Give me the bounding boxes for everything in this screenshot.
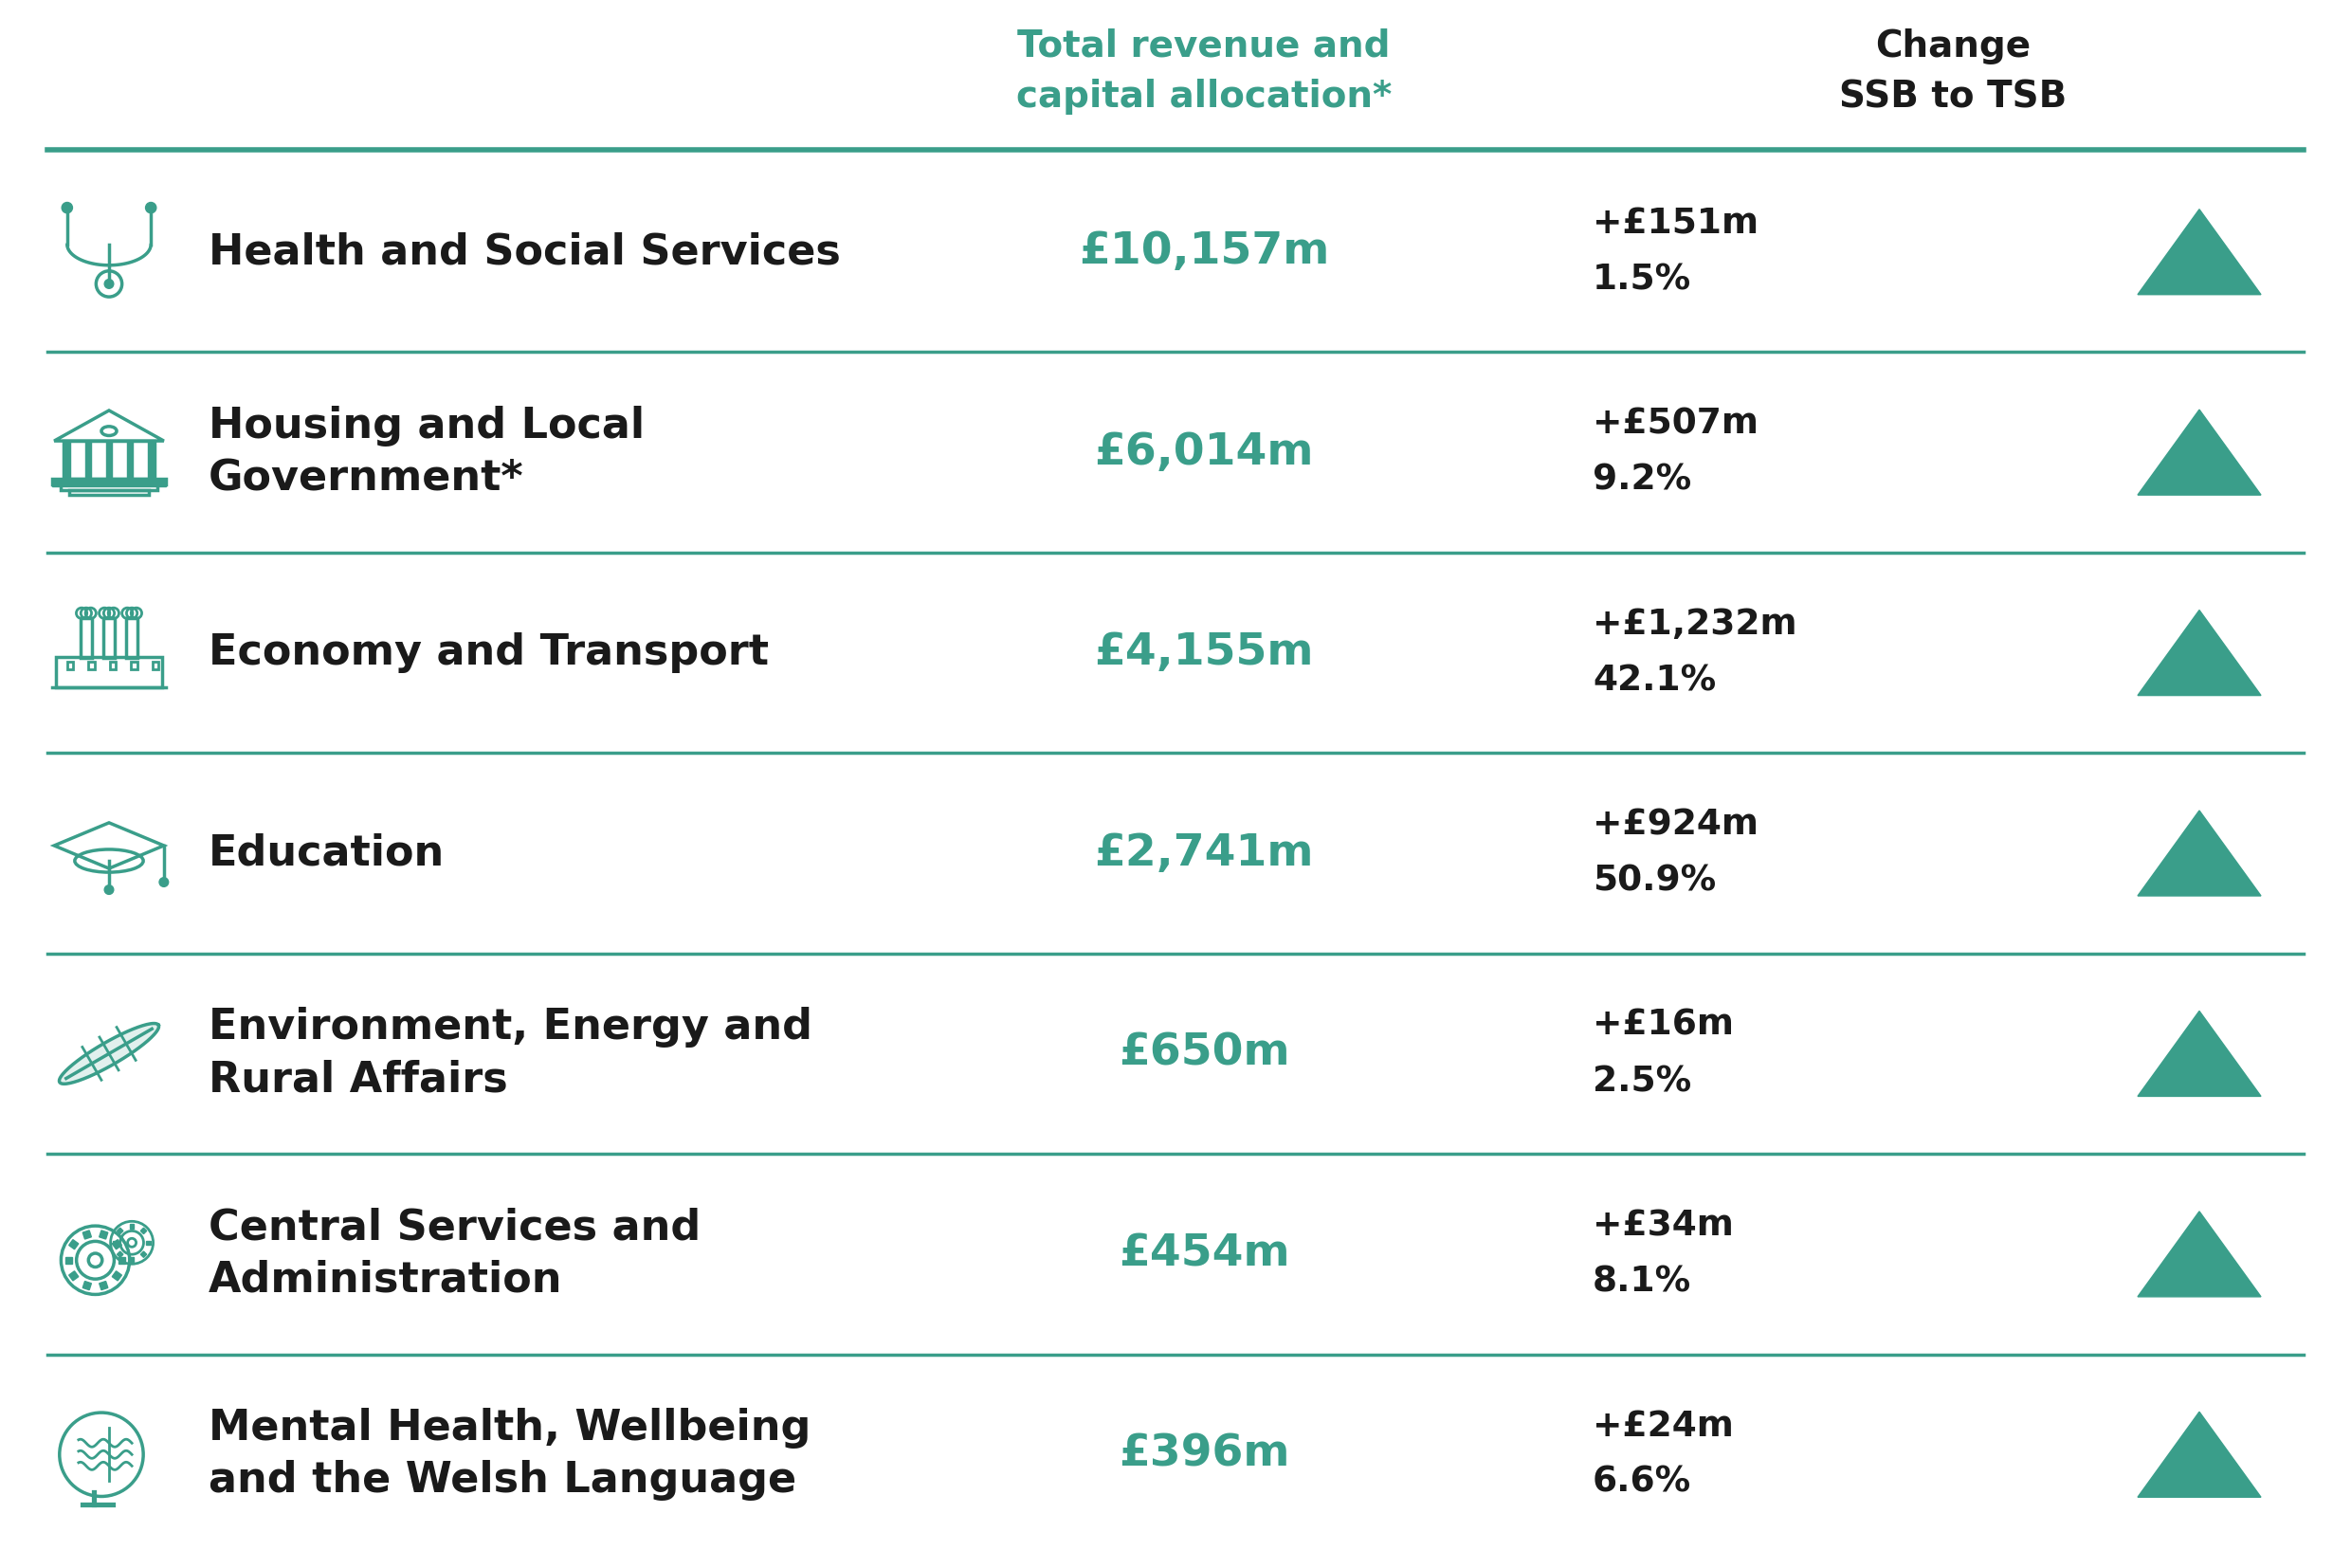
- Bar: [141, 1251, 146, 1258]
- Bar: [82, 1231, 92, 1239]
- Circle shape: [61, 202, 73, 213]
- Circle shape: [103, 279, 113, 289]
- Text: +£34m: +£34m: [1592, 1209, 1733, 1243]
- Text: Economy and Transport: Economy and Transport: [209, 632, 769, 673]
- Text: +£1,232m: +£1,232m: [1592, 608, 1796, 641]
- Polygon shape: [2137, 1011, 2262, 1096]
- Bar: [68, 662, 73, 670]
- Bar: [129, 1225, 134, 1228]
- Text: Environment, Energy and
Rural Affairs: Environment, Energy and Rural Affairs: [209, 1007, 813, 1101]
- Bar: [113, 1272, 122, 1281]
- Text: +£24m: +£24m: [1592, 1410, 1733, 1444]
- Text: £6,014m: £6,014m: [1093, 431, 1314, 474]
- Bar: [132, 662, 136, 670]
- Text: Education: Education: [209, 833, 444, 873]
- Bar: [118, 1251, 122, 1258]
- Polygon shape: [2137, 1212, 2262, 1297]
- Bar: [68, 1240, 78, 1250]
- Text: 50.9%: 50.9%: [1592, 864, 1716, 898]
- Polygon shape: [2137, 1411, 2262, 1497]
- Text: Central Services and
Administration: Central Services and Administration: [209, 1207, 701, 1300]
- Text: Mental Health, Wellbeing
and the Welsh Language: Mental Health, Wellbeing and the Welsh L…: [209, 1408, 811, 1501]
- Text: 8.1%: 8.1%: [1592, 1265, 1690, 1300]
- Bar: [141, 1228, 146, 1234]
- Polygon shape: [2137, 409, 2262, 495]
- Text: £4,155m: £4,155m: [1093, 632, 1314, 674]
- Bar: [82, 1281, 92, 1290]
- Bar: [127, 618, 136, 659]
- Polygon shape: [59, 1024, 160, 1083]
- Text: Housing and Local
Government*: Housing and Local Government*: [209, 406, 644, 499]
- Bar: [103, 618, 115, 659]
- Text: 1.5%: 1.5%: [1592, 263, 1690, 296]
- Bar: [113, 1240, 122, 1250]
- Bar: [52, 478, 167, 485]
- Text: £650m: £650m: [1119, 1032, 1291, 1076]
- Bar: [146, 1240, 150, 1245]
- Text: 9.2%: 9.2%: [1592, 463, 1690, 497]
- Text: +£16m: +£16m: [1592, 1008, 1735, 1043]
- Bar: [99, 1231, 108, 1239]
- Bar: [89, 662, 94, 670]
- Bar: [106, 441, 113, 478]
- Bar: [129, 1258, 134, 1261]
- Text: 6.6%: 6.6%: [1592, 1466, 1690, 1499]
- Polygon shape: [2137, 610, 2262, 696]
- Text: £454m: £454m: [1119, 1232, 1291, 1275]
- Bar: [110, 662, 115, 670]
- Polygon shape: [2137, 209, 2262, 295]
- Bar: [68, 1272, 78, 1281]
- Text: Change
SSB to TSB: Change SSB to TSB: [1838, 28, 2067, 114]
- Bar: [127, 441, 134, 478]
- Bar: [99, 1281, 108, 1290]
- Circle shape: [103, 886, 113, 894]
- Polygon shape: [2137, 811, 2262, 895]
- Bar: [68, 489, 148, 495]
- Bar: [113, 1240, 118, 1245]
- Bar: [61, 485, 158, 489]
- Bar: [85, 441, 92, 478]
- Bar: [118, 1256, 125, 1264]
- Bar: [52, 478, 167, 486]
- Text: £10,157m: £10,157m: [1079, 230, 1328, 273]
- Bar: [118, 1228, 122, 1234]
- Bar: [63, 441, 71, 478]
- Text: +£151m: +£151m: [1592, 207, 1759, 241]
- Text: Health and Social Services: Health and Social Services: [209, 232, 842, 273]
- Text: +£507m: +£507m: [1592, 408, 1759, 441]
- Text: 42.1%: 42.1%: [1592, 663, 1716, 698]
- Bar: [63, 441, 155, 478]
- Circle shape: [160, 878, 169, 887]
- Text: 2.5%: 2.5%: [1592, 1065, 1690, 1099]
- Text: Total revenue and
capital allocation*: Total revenue and capital allocation*: [1016, 28, 1392, 114]
- Bar: [66, 1256, 73, 1264]
- Text: +£924m: +£924m: [1592, 808, 1759, 842]
- Text: £396m: £396m: [1119, 1433, 1288, 1475]
- Bar: [148, 441, 153, 478]
- Circle shape: [146, 202, 155, 213]
- Bar: [153, 662, 158, 670]
- Bar: [80, 618, 92, 659]
- Bar: [56, 657, 162, 687]
- Text: £2,741m: £2,741m: [1093, 833, 1314, 875]
